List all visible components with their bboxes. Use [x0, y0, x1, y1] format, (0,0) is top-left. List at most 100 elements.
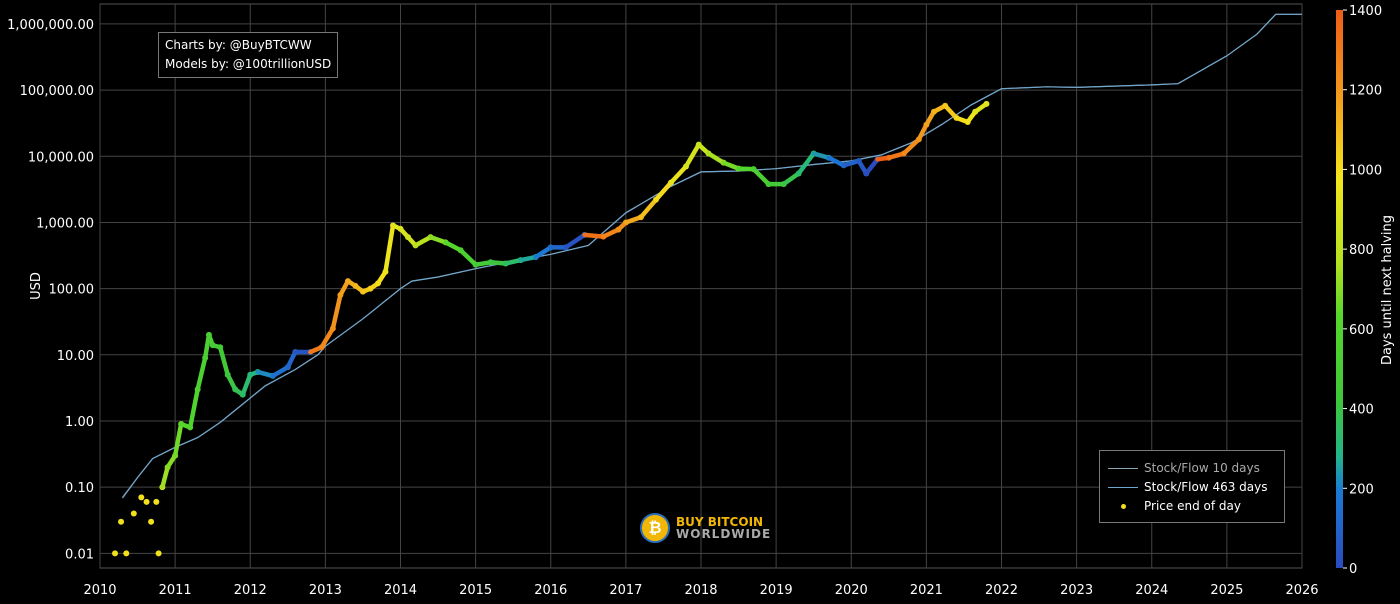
y-tick-label: 1,000.00 [36, 216, 94, 231]
legend-item-sf463: Stock/Flow 463 days [1108, 479, 1268, 495]
price-point [153, 499, 159, 505]
x-tick-label: 2022 [985, 583, 1018, 598]
price-segment [889, 154, 904, 158]
price-segment [945, 106, 956, 118]
x-tick-label: 2012 [234, 583, 267, 598]
legend-swatch-sf10 [1108, 468, 1138, 469]
colorbar-tick-label: 1000 [1349, 163, 1382, 178]
series-line-0 [123, 14, 1303, 497]
price-point [123, 550, 129, 556]
price-segment [190, 389, 198, 427]
price-segment [228, 375, 236, 390]
legend-swatch-price [1108, 504, 1138, 509]
price-point [118, 519, 124, 525]
price-segment [754, 169, 769, 184]
colorbar-gradient [1336, 10, 1343, 568]
legend-label-price: Price end of day [1144, 499, 1241, 513]
price-segment [162, 467, 167, 487]
price-segment [491, 262, 506, 263]
price-segment [686, 145, 699, 167]
x-tick-label: 2025 [1210, 583, 1243, 598]
price-segment [919, 125, 927, 140]
x-tick-label: 2019 [760, 583, 793, 598]
credits-line-models: Models by: @100trillionUSD [165, 55, 331, 74]
logo-text: BUY BITCOIN WORLDWIDE [676, 516, 771, 540]
price-segment [709, 154, 724, 163]
price-point [112, 550, 118, 556]
price-segment [461, 250, 476, 264]
price-point [148, 519, 154, 525]
colorbar-tick-label: 1400 [1349, 4, 1382, 19]
x-tick-label: 2016 [534, 583, 567, 598]
x-tick-label: 2014 [384, 583, 417, 598]
colorbar-tick-label: 600 [1349, 323, 1374, 338]
price-segment [258, 372, 273, 376]
x-tick-label: 2010 [83, 583, 116, 598]
y-tick-label: 100,000.00 [20, 84, 94, 99]
legend: Stock/Flow 10 days Stock/Flow 463 days P… [1099, 450, 1285, 523]
credits-box: Charts by: @BuyBTCWW Models by: @100tril… [158, 32, 338, 78]
price-segment [566, 235, 585, 248]
legend-swatch-sf463 [1108, 487, 1138, 488]
colorbar-tick-label: 200 [1349, 482, 1374, 497]
x-tick-label: 2013 [309, 583, 342, 598]
x-tick-label: 2021 [910, 583, 943, 598]
price-point [144, 499, 150, 505]
x-tick-label: 2017 [609, 583, 642, 598]
y-tick-label: 0.10 [65, 481, 94, 496]
price-segment [416, 237, 431, 245]
price-point [138, 494, 144, 500]
x-tick-label: 2015 [459, 583, 492, 598]
y-tick-label: 1,000,000.00 [7, 18, 94, 33]
colorbar-tick-label: 1200 [1349, 84, 1382, 99]
price-segment [333, 295, 341, 328]
colorbar-tick-label: 0 [1349, 562, 1357, 577]
price-segment [506, 260, 521, 263]
x-tick-label: 2011 [159, 583, 192, 598]
x-tick-label: 2026 [1285, 583, 1318, 598]
price-segment [431, 237, 446, 242]
price-segment [243, 375, 251, 395]
y-axis-label: USD [29, 272, 44, 300]
price-segment [724, 163, 739, 169]
x-tick-label: 2024 [1135, 583, 1168, 598]
colorbar-label: Days until next halving [1380, 215, 1395, 365]
y-tick-label: 10.00 [57, 349, 94, 364]
price-segment [220, 347, 228, 374]
price-segment [198, 358, 206, 390]
price-segment [866, 159, 877, 173]
price-segment [175, 424, 181, 456]
y-tick-label: 100.00 [49, 283, 95, 298]
legend-item-sf10: Stock/Flow 10 days [1108, 460, 1260, 476]
price-segment [626, 217, 641, 222]
price-segment [521, 257, 536, 260]
legend-label-sf10: Stock/Flow 10 days [1144, 461, 1260, 475]
price-segment [656, 183, 671, 200]
price-segment [385, 225, 393, 271]
price-segment [476, 262, 491, 264]
price-point [131, 510, 137, 516]
y-tick-label: 1.00 [65, 415, 94, 430]
x-tick-label: 2023 [1060, 583, 1093, 598]
colorbar: 0 200 400 600 800 1000 1200 1400 Days until next… [1336, 4, 1395, 577]
y-tick-label: 10,000.00 [28, 150, 94, 165]
colorbar-tick-label: 800 [1349, 243, 1374, 258]
series-line-1 [123, 14, 1303, 498]
colorbar-tick-label: 400 [1349, 403, 1374, 418]
legend-item-price: Price end of day [1108, 498, 1241, 514]
x-tick-label: 2020 [835, 583, 868, 598]
price-point [156, 550, 162, 556]
legend-label-sf463: Stock/Flow 463 days [1144, 480, 1268, 494]
y-tick-label: 0.01 [65, 547, 94, 562]
x-tick-label: 2018 [684, 583, 717, 598]
price-segment [585, 235, 604, 237]
price-segment [340, 281, 348, 295]
price-segment [975, 104, 986, 112]
price-segment [784, 173, 799, 184]
price-segment [814, 154, 829, 158]
credits-line-charts: Charts by: @BuyBTCWW [165, 36, 331, 55]
bitcoin-icon: ₿ [640, 513, 670, 543]
price-segment [904, 139, 919, 153]
buy-bitcoin-worldwide-logo: ₿ BUY BITCOIN WORLDWIDE [640, 513, 771, 543]
